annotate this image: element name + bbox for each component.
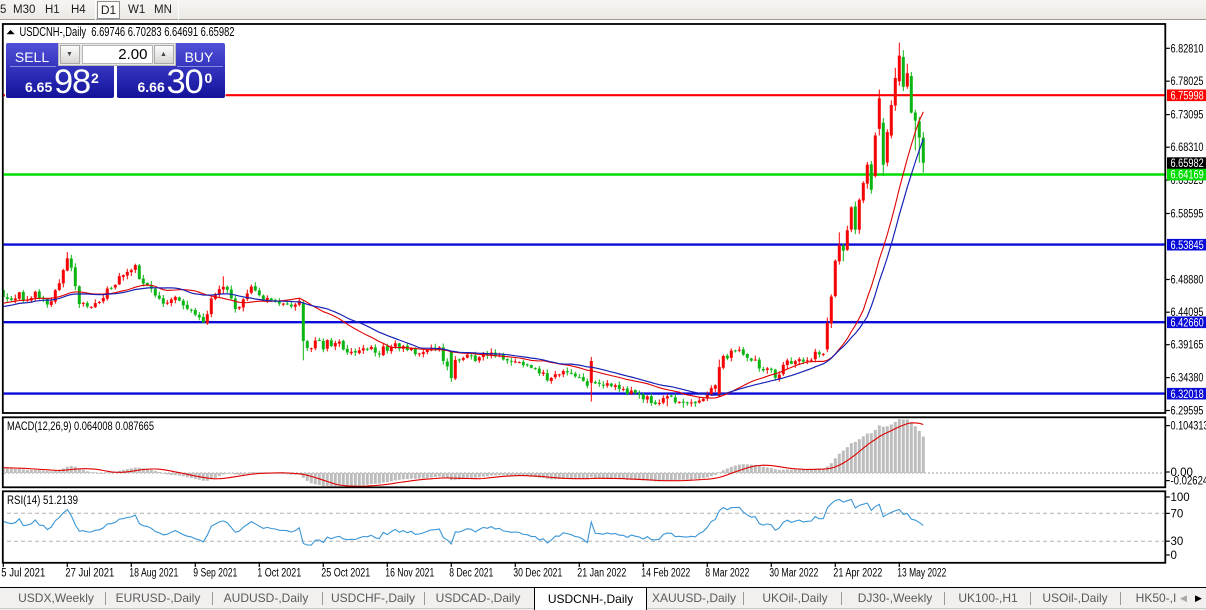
svg-text:6.82810: 6.82810 <box>1171 43 1204 55</box>
svg-text:MACD(12,26,9) 0.064008 0.08766: MACD(12,26,9) 0.064008 0.087665 <box>7 421 154 433</box>
svg-text:6.42660: 6.42660 <box>1171 317 1204 329</box>
svg-text:6.75998: 6.75998 <box>1171 90 1204 102</box>
svg-text:14 Feb 2022: 14 Feb 2022 <box>641 568 690 580</box>
svg-text:6.68310: 6.68310 <box>1171 142 1204 154</box>
svg-text:6.32018: 6.32018 <box>1171 389 1204 401</box>
svg-text:6.73095: 6.73095 <box>1171 110 1204 122</box>
svg-text:25 Oct 2021: 25 Oct 2021 <box>321 568 370 580</box>
svg-text:21 Apr 2022: 21 Apr 2022 <box>833 568 882 580</box>
svg-text:1 Oct 2021: 1 Oct 2021 <box>257 568 301 580</box>
svg-text:6.44095: 6.44095 <box>1171 307 1204 319</box>
svg-text:16 Nov 2021: 16 Nov 2021 <box>385 568 434 580</box>
svg-text:30 Mar 2022: 30 Mar 2022 <box>769 568 818 580</box>
svg-text:6.34380: 6.34380 <box>1171 373 1204 385</box>
svg-text:6.39165: 6.39165 <box>1171 340 1204 352</box>
svg-text:8 Mar 2022: 8 Mar 2022 <box>705 568 749 580</box>
svg-text:0: 0 <box>1171 550 1177 562</box>
svg-text:6.53845: 6.53845 <box>1171 240 1204 252</box>
svg-text:13 May 2022: 13 May 2022 <box>897 568 946 580</box>
svg-text:6.64169: 6.64169 <box>1171 170 1204 182</box>
svg-text:18 Aug 2021: 18 Aug 2021 <box>129 568 178 580</box>
svg-text:USDCNH-,Daily 6.69746 6.70283: USDCNH-,Daily 6.69746 6.70283 6.64691 6.… <box>20 25 235 39</box>
svg-text:30: 30 <box>1171 536 1184 548</box>
svg-text:70: 70 <box>1171 508 1184 520</box>
svg-text:6.29595: 6.29595 <box>1171 406 1204 418</box>
svg-text:27 Jul 2021: 27 Jul 2021 <box>65 568 114 580</box>
svg-text:30 Dec 2021: 30 Dec 2021 <box>513 568 562 580</box>
svg-text:6.65982: 6.65982 <box>1171 158 1204 170</box>
svg-text:0.104313: 0.104313 <box>1171 421 1206 433</box>
svg-text:6.48880: 6.48880 <box>1171 275 1204 287</box>
svg-text:21 Jan 2022: 21 Jan 2022 <box>577 568 626 580</box>
svg-text:6.78025: 6.78025 <box>1171 76 1204 88</box>
svg-text:RSI(14) 51.2139: RSI(14) 51.2139 <box>7 495 78 507</box>
svg-text:6.58595: 6.58595 <box>1171 209 1204 221</box>
svg-text:0.00: 0.00 <box>1171 467 1193 479</box>
svg-text:8 Dec 2021: 8 Dec 2021 <box>449 568 493 580</box>
svg-text:-0.026249: -0.026249 <box>1171 476 1206 488</box>
svg-text:9 Sep 2021: 9 Sep 2021 <box>193 568 237 580</box>
svg-text:5 Jul 2021: 5 Jul 2021 <box>1 568 45 580</box>
svg-text:100: 100 <box>1171 492 1190 504</box>
